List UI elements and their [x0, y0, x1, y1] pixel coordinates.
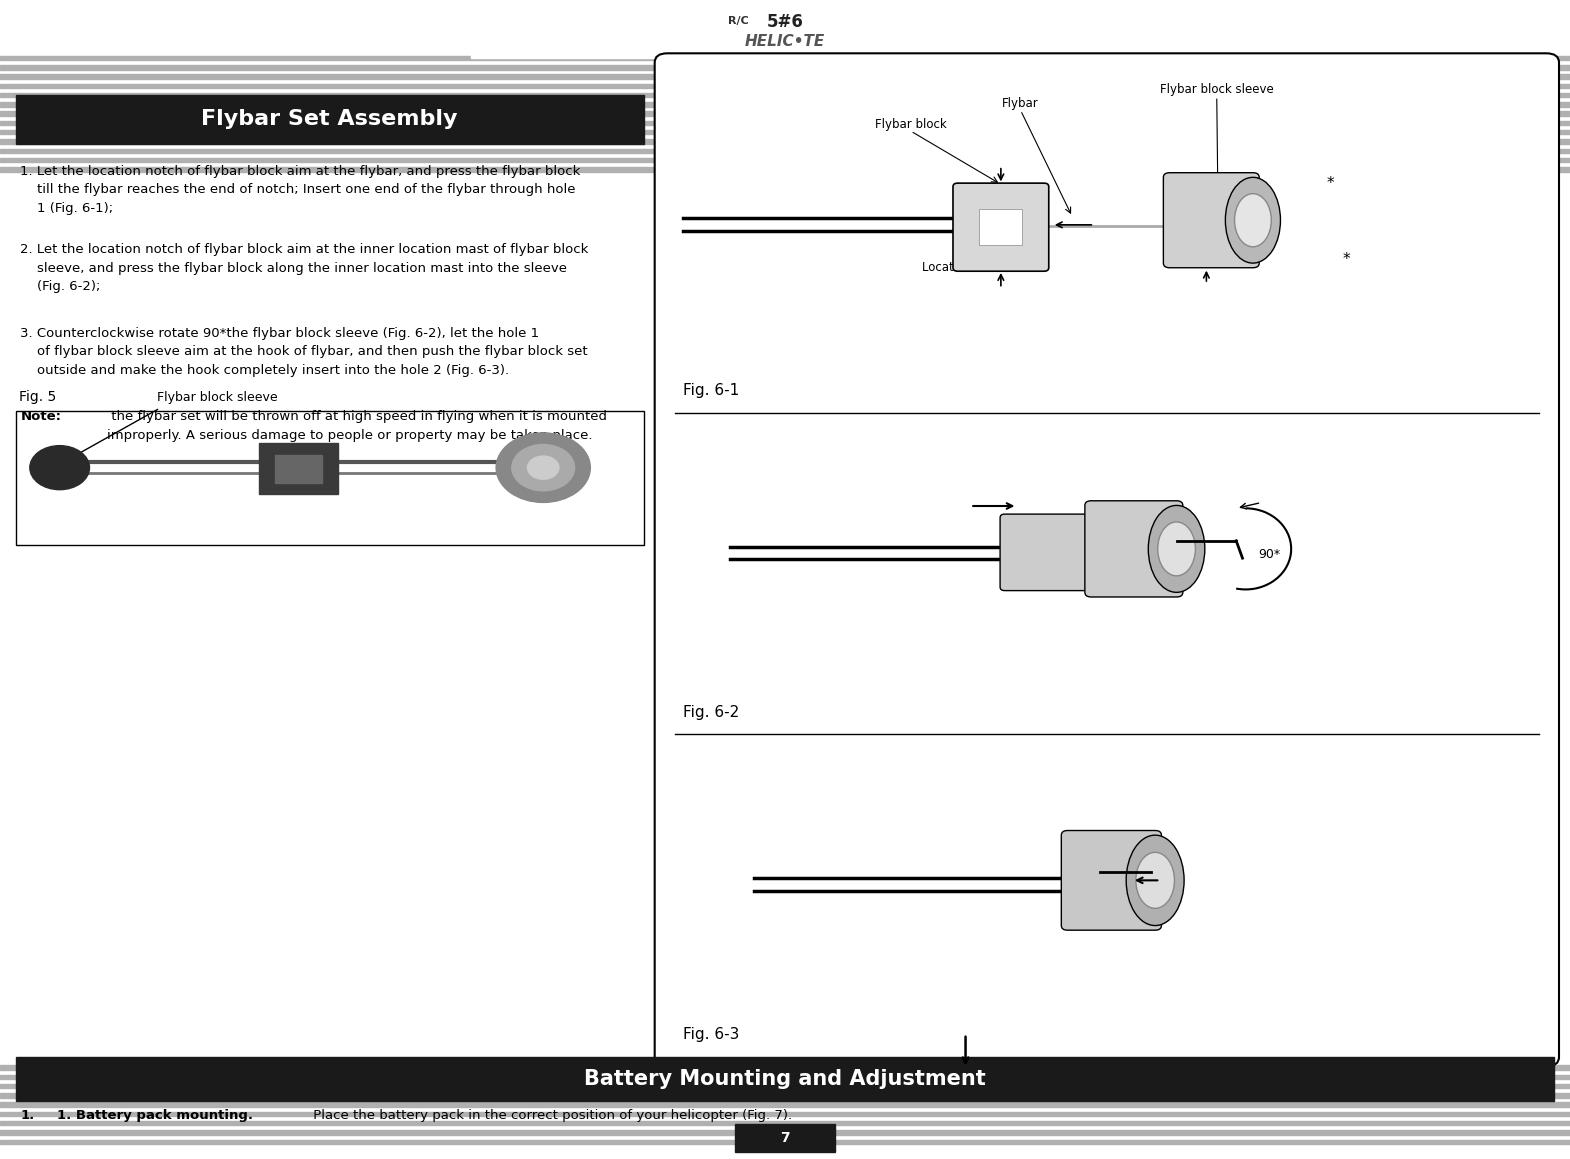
Bar [0, 111, 1570, 116]
Text: Fig. 6-3: Fig. 6-3 [683, 1027, 739, 1042]
Text: 1.: 1. [20, 1109, 35, 1122]
FancyBboxPatch shape [953, 183, 1049, 271]
Text: *: * [1327, 176, 1334, 191]
Bar [16, 1057, 1554, 1101]
Bar [0, 1065, 1570, 1070]
Text: Flybar block: Flybar block [874, 118, 947, 131]
Bar [0, 1074, 1570, 1079]
Bar [259, 443, 338, 494]
Text: the flybar set will be thrown off at high speed in flying when it is mounted
imp: the flybar set will be thrown off at hig… [107, 410, 606, 442]
Text: 1. Let the location notch of flybar block aim at the flybar, and press the flyba: 1. Let the location notch of flybar bloc… [20, 165, 581, 214]
Bar [0, 102, 1570, 107]
Text: 1. Battery pack mounting.: 1. Battery pack mounting. [57, 1109, 253, 1122]
Text: 5#6: 5#6 [766, 13, 804, 31]
Ellipse shape [1234, 194, 1272, 247]
Ellipse shape [1126, 836, 1184, 926]
Circle shape [528, 455, 559, 480]
Text: 90*: 90* [1258, 548, 1280, 561]
Bar [0, 167, 1570, 172]
Bar [0, 56, 1570, 60]
Text: Place the battery pack in the correct position of your helicopter (Fig. 7).: Place the battery pack in the correct po… [309, 1109, 793, 1122]
FancyBboxPatch shape [655, 53, 1559, 1066]
Bar [16, 411, 644, 545]
Bar [0, 65, 1570, 70]
Bar [275, 454, 322, 482]
Circle shape [512, 444, 575, 490]
Text: Fig. 6-1: Fig. 6-1 [683, 382, 739, 398]
Text: Location notch: Location notch [922, 261, 1010, 274]
Bar [0, 1121, 1570, 1125]
Bar [0, 130, 1570, 134]
Text: Flybar block sleeve: Flybar block sleeve [157, 392, 278, 404]
FancyBboxPatch shape [1000, 515, 1088, 591]
FancyBboxPatch shape [1163, 173, 1259, 268]
Bar [0, 83, 1570, 88]
Bar [735, 1124, 835, 1152]
FancyBboxPatch shape [1061, 831, 1162, 931]
Text: Fig. 6-2: Fig. 6-2 [683, 705, 739, 720]
Bar [980, 210, 1022, 245]
Bar [0, 74, 1570, 79]
Bar [0, 1111, 1570, 1116]
Text: 3. Counterclockwise rotate 90*the flybar block sleeve (Fig. 6-2), let the hole 1: 3. Counterclockwise rotate 90*the flybar… [20, 327, 589, 377]
Text: Flybar: Flybar [1002, 97, 1039, 110]
Bar [0, 1084, 1570, 1088]
Text: Fig. 5: Fig. 5 [19, 391, 57, 404]
Bar [0, 121, 1570, 125]
FancyBboxPatch shape [1085, 501, 1182, 597]
Circle shape [496, 432, 590, 502]
Text: Battery Mounting and Adjustment: Battery Mounting and Adjustment [584, 1069, 986, 1089]
Text: *: * [1342, 253, 1350, 268]
Bar [0, 1139, 1570, 1144]
Bar [0, 1130, 1570, 1135]
Ellipse shape [1148, 505, 1204, 592]
Bar [0, 93, 1570, 97]
Bar [0, 148, 1570, 153]
Bar [0, 158, 1570, 162]
Ellipse shape [1135, 852, 1174, 909]
Circle shape [30, 445, 89, 489]
Bar [0, 1102, 1570, 1107]
Text: R/C: R/C [727, 16, 749, 25]
Text: HELIC•TE: HELIC•TE [744, 35, 826, 49]
Bar [471, 5, 1099, 58]
Ellipse shape [1225, 177, 1281, 263]
Text: Flybar Set Assembly: Flybar Set Assembly [201, 109, 458, 130]
Bar [0, 1093, 1570, 1098]
Ellipse shape [1157, 522, 1195, 576]
Text: Note:: Note: [20, 410, 61, 423]
Bar [16, 95, 644, 144]
Text: 7: 7 [780, 1131, 790, 1145]
Text: 2. Let the location notch of flybar block aim at the inner location mast of flyb: 2. Let the location notch of flybar bloc… [20, 243, 589, 293]
Text: Flybar block sleeve: Flybar block sleeve [1160, 83, 1273, 96]
Bar [0, 139, 1570, 144]
